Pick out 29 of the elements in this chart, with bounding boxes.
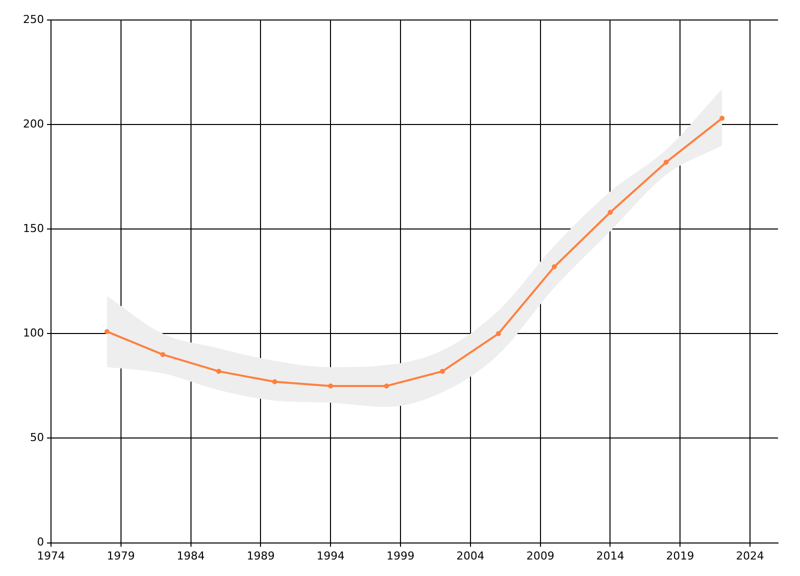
point: [272, 379, 278, 384]
x-tick-label: 2004: [456, 549, 484, 562]
point: [160, 352, 166, 358]
x-tick-label: 2009: [526, 549, 554, 562]
y-tick-label: 0: [36, 536, 44, 549]
y-tick-label: 250: [22, 12, 44, 26]
point: [384, 383, 390, 388]
point: [720, 116, 725, 121]
x-tick-label: 2024: [736, 549, 764, 562]
point: [608, 210, 613, 215]
point: [496, 331, 501, 336]
point: [552, 264, 557, 270]
point: [104, 329, 110, 334]
x-tick-label: 1989: [246, 549, 275, 562]
y-tick-label: 200: [22, 117, 44, 130]
x-tick-label: 2014: [596, 549, 624, 562]
point: [440, 368, 445, 374]
x-tick-label: 1994: [316, 549, 345, 562]
y-tick-label: 50: [30, 431, 44, 444]
x-tick-label: 1999: [386, 549, 415, 562]
point: [664, 160, 669, 165]
x-tick-label: 1979: [106, 549, 135, 562]
x-tick-label: 1974: [36, 549, 65, 562]
point: [216, 368, 222, 374]
y-tick-label: 100: [22, 326, 44, 340]
point: [328, 383, 334, 388]
x-tick-label: 2019: [666, 549, 694, 562]
y-tick-label: 150: [22, 222, 44, 235]
x-tick-label: 1984: [176, 549, 205, 562]
